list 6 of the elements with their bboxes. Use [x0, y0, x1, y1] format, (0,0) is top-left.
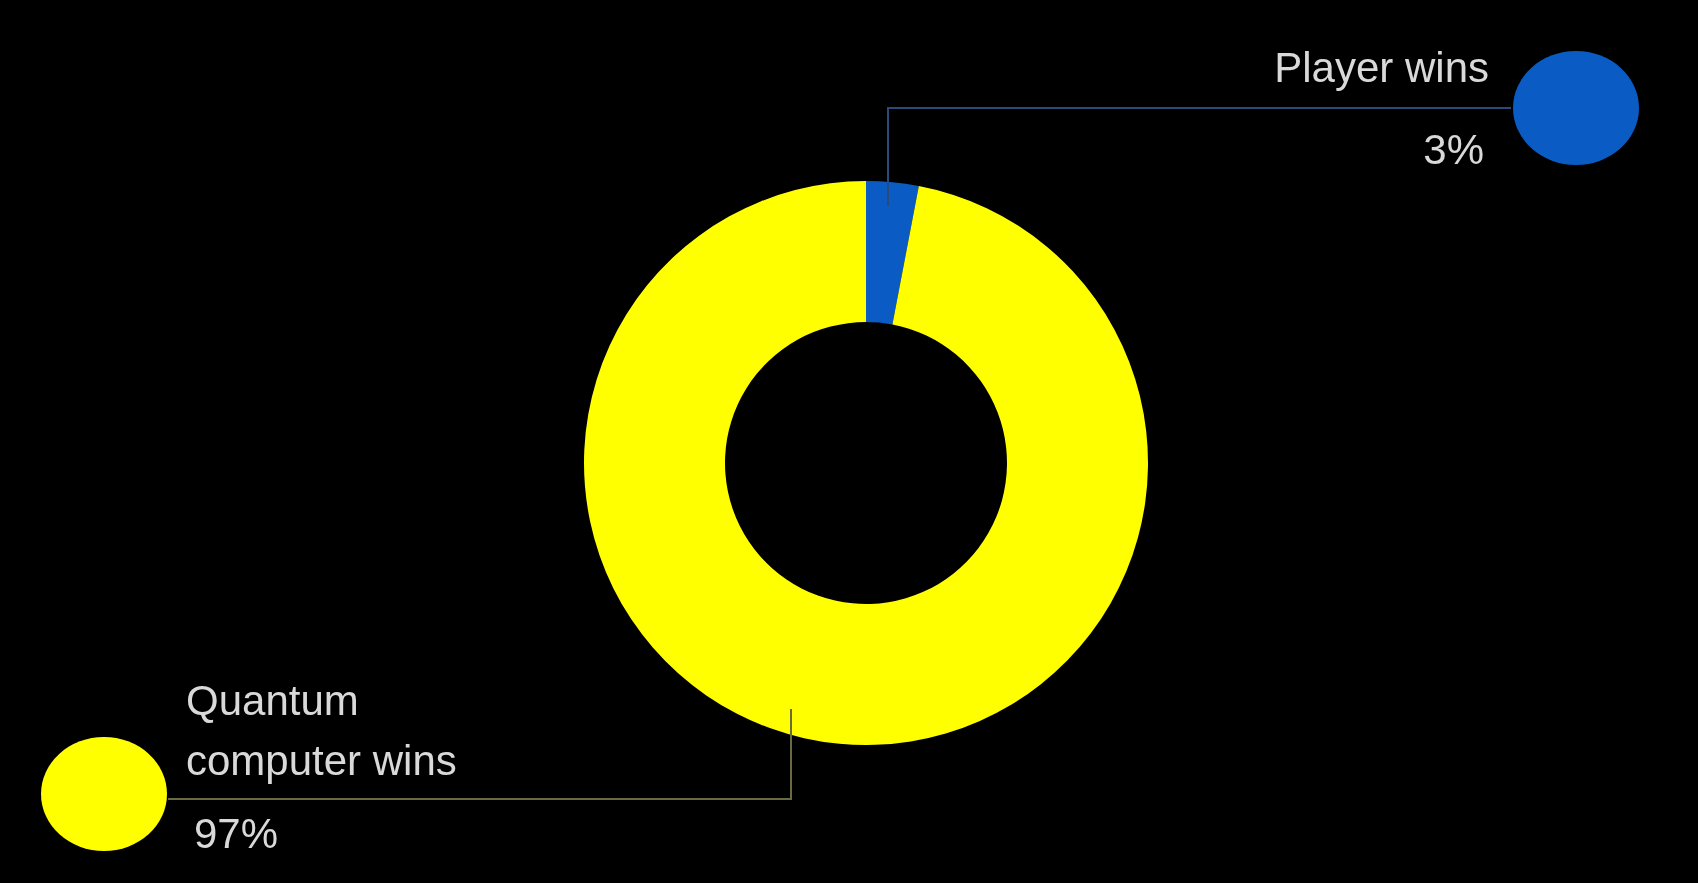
slice-label: Quantum computer wins [186, 677, 457, 784]
data-label: 97% [194, 810, 279, 857]
slice-label: Player wins [1274, 44, 1489, 91]
donut-slice [584, 181, 1148, 745]
donut-slice [866, 181, 919, 325]
data-label: 3% [1423, 126, 1484, 173]
